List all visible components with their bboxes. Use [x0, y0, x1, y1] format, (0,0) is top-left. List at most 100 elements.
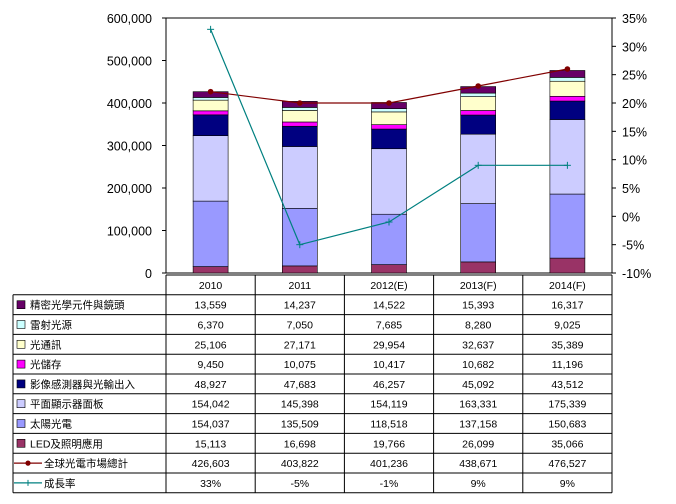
legend-swatch — [16, 419, 26, 428]
bar-segment — [460, 203, 497, 263]
data-label: 145,398 — [281, 399, 319, 411]
data-label: 7,685 — [376, 320, 402, 332]
bar-segment — [192, 135, 229, 202]
legend-label: 成長率 — [44, 477, 76, 490]
bar-segment — [460, 110, 497, 116]
bar-segment — [192, 200, 229, 267]
total-point — [297, 100, 303, 106]
bar-segment — [460, 96, 497, 111]
y-left-tick-label: 200,000 — [107, 182, 152, 196]
total-point — [386, 100, 392, 106]
data-label: 13,559 — [195, 300, 227, 312]
data-label: 27,171 — [284, 339, 316, 351]
data-label: 118,518 — [370, 419, 407, 431]
bar-segment — [549, 193, 586, 259]
bar-segment — [371, 124, 407, 130]
legend-label: 雷射光源 — [30, 319, 72, 332]
legend-swatch — [16, 438, 26, 448]
bar-segment — [192, 114, 229, 136]
total-point — [475, 83, 482, 89]
y-left-tick-label: 100,000 — [107, 225, 152, 239]
legend-label: 精密光學元件與鏡頭 — [30, 299, 125, 312]
data-label: 32,637 — [462, 339, 494, 351]
y-left-tick-label: 600,000 — [107, 12, 152, 26]
bar-segment — [371, 213, 407, 265]
y-right-tick-label: 10% — [622, 154, 647, 168]
data-label: 29,954 — [373, 339, 405, 351]
data-label: 15,113 — [195, 438, 226, 450]
legend-label: LED及照明應用 — [30, 437, 103, 450]
x-tick-label: 2013(F) — [460, 280, 497, 292]
y-right-tick-label: 20% — [622, 97, 647, 111]
y-left-tick-label: 0 — [145, 267, 152, 281]
data-label: 10,417 — [373, 359, 405, 371]
data-label: 15,393 — [462, 300, 494, 312]
data-label: 154,042 — [192, 399, 230, 411]
data-label: 9,450 — [197, 359, 223, 371]
data-label: 9% — [560, 478, 575, 490]
bar-segment — [281, 107, 318, 111]
data-label: 16,317 — [551, 300, 583, 312]
bar-segment — [460, 114, 497, 135]
bar-segment — [192, 97, 229, 101]
data-label: 35,389 — [551, 339, 583, 351]
bar-segment — [549, 80, 586, 97]
data-label: -5% — [290, 478, 309, 490]
data-label: 154,119 — [370, 399, 407, 411]
y-left-tick-label: 400,000 — [107, 97, 152, 111]
bar-segment — [549, 257, 586, 274]
data-label: 48,927 — [195, 379, 227, 391]
x-tick-label: 2010 — [199, 280, 223, 292]
legend-label: 影像感測器與光輸出入 — [30, 378, 135, 391]
y-right-tick-label: 30% — [622, 40, 647, 54]
x-tick-label: 2014(F) — [549, 280, 586, 292]
legend-label: 光通訊 — [30, 338, 62, 351]
total-point — [564, 66, 571, 72]
bar-segment — [460, 92, 497, 97]
y-left-tick-label: 500,000 — [107, 55, 152, 69]
y-right-tick-label: 15% — [622, 125, 647, 139]
legend-swatch — [16, 359, 26, 369]
data-label: 25,106 — [195, 339, 227, 351]
x-tick-label: 2012(E) — [370, 280, 407, 292]
bar-segment — [281, 265, 318, 274]
data-label: 43,512 — [551, 379, 583, 391]
bar-segment — [281, 121, 318, 127]
data-label: 14,237 — [284, 300, 316, 312]
y-right-tick-label: -5% — [622, 239, 644, 253]
data-label: 16,698 — [284, 438, 316, 450]
bar-segment — [281, 110, 318, 123]
data-label: 175,339 — [548, 399, 586, 411]
data-label: 33% — [200, 478, 221, 490]
data-label: 35,066 — [551, 438, 583, 450]
bar-segment — [281, 125, 318, 147]
data-label: 45,092 — [462, 379, 494, 391]
data-label: 154,037 — [192, 419, 230, 431]
data-label: 403,822 — [281, 458, 319, 470]
bar-segment — [281, 146, 318, 209]
data-label: 476,527 — [548, 458, 586, 470]
data-label: 11,196 — [552, 359, 583, 371]
data-label: 137,158 — [459, 419, 497, 431]
data-label: 26,099 — [462, 438, 494, 450]
data-label: 19,766 — [373, 438, 405, 450]
bar-segment — [371, 111, 407, 125]
legend-label: 全球光電市場總計 — [44, 457, 128, 470]
legend-label: 光儲存 — [30, 358, 62, 371]
data-label: 163,331 — [459, 399, 497, 411]
total-point — [207, 88, 214, 95]
y-right-tick-label: 5% — [622, 182, 640, 196]
bar-segment — [549, 100, 586, 120]
bar-segment — [371, 128, 407, 150]
y-right-tick-label: -10% — [622, 267, 651, 281]
data-label: 6,370 — [197, 320, 223, 332]
data-label: 401,236 — [370, 458, 408, 470]
bar-segment — [192, 99, 229, 112]
legend-label: 太陽光電 — [30, 418, 72, 431]
data-label: 135,509 — [281, 419, 319, 431]
data-label: 9,025 — [554, 320, 580, 332]
legend-swatch — [16, 339, 26, 349]
bar-segment — [371, 264, 407, 274]
